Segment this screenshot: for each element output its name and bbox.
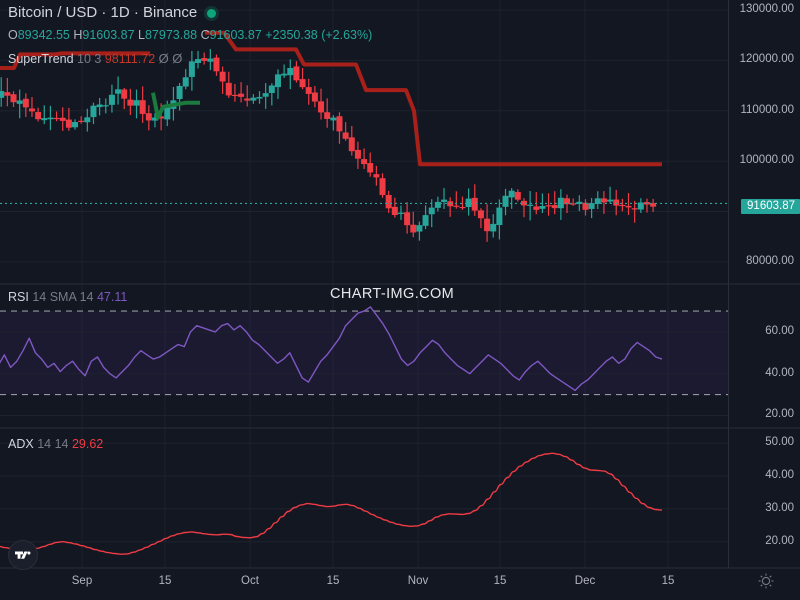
supertrend-params: 10 3 — [77, 52, 102, 66]
time-tick-2: Oct — [241, 575, 259, 587]
candles — [0, 48, 657, 242]
adx-tick-3: 20.00 — [765, 534, 794, 547]
supertrend-legend[interactable]: SuperTrend 10 3 98111.72 Ø Ø — [8, 51, 182, 67]
adx-legend[interactable]: ADX 14 14 29.62 — [8, 436, 103, 452]
high-value: 91603.87 — [82, 28, 135, 42]
price-tick-0: 130000.00 — [739, 3, 794, 16]
time-tick-7: 15 — [661, 575, 675, 587]
rsi-label: RSI — [8, 290, 29, 304]
time-tick-0: Sep — [71, 575, 93, 587]
watermark: CHART-IMG.COM — [330, 286, 455, 302]
supertrend-value: 98111.72 — [104, 52, 156, 66]
rsi-tick-1: 40.00 — [765, 366, 794, 379]
low-key: L — [138, 28, 145, 42]
time-tick-6: Dec — [574, 575, 596, 587]
adx-value: 29.62 — [71, 437, 104, 451]
rsi-band — [0, 311, 728, 395]
market-open-dot — [207, 9, 217, 19]
adx-label: ADX — [8, 437, 34, 451]
symbol-title[interactable]: Bitcoin / USD · 1D · Binance — [8, 4, 198, 21]
time-tick-1: 15 — [158, 575, 172, 587]
change-absolute: +2350.38 — [265, 28, 318, 42]
supertrend-segment-1 — [151, 92, 200, 120]
price-tick-1: 120000.00 — [739, 53, 794, 66]
visibility-icon[interactable]: Ø — [158, 51, 169, 66]
rsi-value: 47.11 — [96, 290, 128, 304]
close-value: 91603.87 — [209, 28, 262, 42]
supertrend-segment-0 — [0, 51, 150, 70]
visibility-icon-2[interactable]: Ø — [172, 51, 183, 66]
open-key: O — [8, 28, 18, 42]
price-tick-5: 80000.00 — [746, 254, 794, 267]
symbol-legend: Bitcoin / USD · 1D · Binance — [8, 4, 217, 21]
adx-params: 14 14 — [37, 437, 69, 451]
rsi-line — [0, 306, 663, 392]
tradingview-logo[interactable] — [8, 540, 38, 570]
price-tick-3: 100000.00 — [739, 154, 794, 167]
rsi-legend[interactable]: RSI 14 SMA 14 47.11 — [8, 289, 127, 305]
settings-gear-icon[interactable] — [757, 572, 775, 590]
high-key: H — [73, 28, 83, 42]
close-key: C — [200, 28, 210, 42]
price-tick-2: 110000.00 — [740, 103, 794, 116]
rsi-params: 14 SMA 14 — [32, 290, 94, 304]
ohlc-legend: O89342.55 H91603.87 L87973.88 C91603.87 … — [8, 27, 372, 43]
open-value: 89342.55 — [17, 28, 70, 42]
last-price-tag: 91603.87 — [741, 199, 800, 214]
change-percent: (+2.63%) — [321, 28, 373, 42]
supertrend-label: SuperTrend — [8, 52, 74, 66]
low-value: 87973.88 — [144, 28, 198, 42]
time-tick-3: 15 — [326, 575, 340, 587]
time-tick-4: Nov — [407, 575, 429, 587]
adx-line — [0, 452, 663, 555]
rsi-tick-2: 20.00 — [765, 408, 794, 421]
adx-tick-0: 50.00 — [765, 436, 794, 449]
adx-tick-1: 40.00 — [765, 469, 794, 481]
adx-tick-2: 30.00 — [765, 501, 794, 514]
time-tick-5: 15 — [493, 575, 507, 587]
supertrend-segment-2 — [205, 30, 662, 167]
rsi-tick-0: 60.00 — [765, 324, 794, 337]
